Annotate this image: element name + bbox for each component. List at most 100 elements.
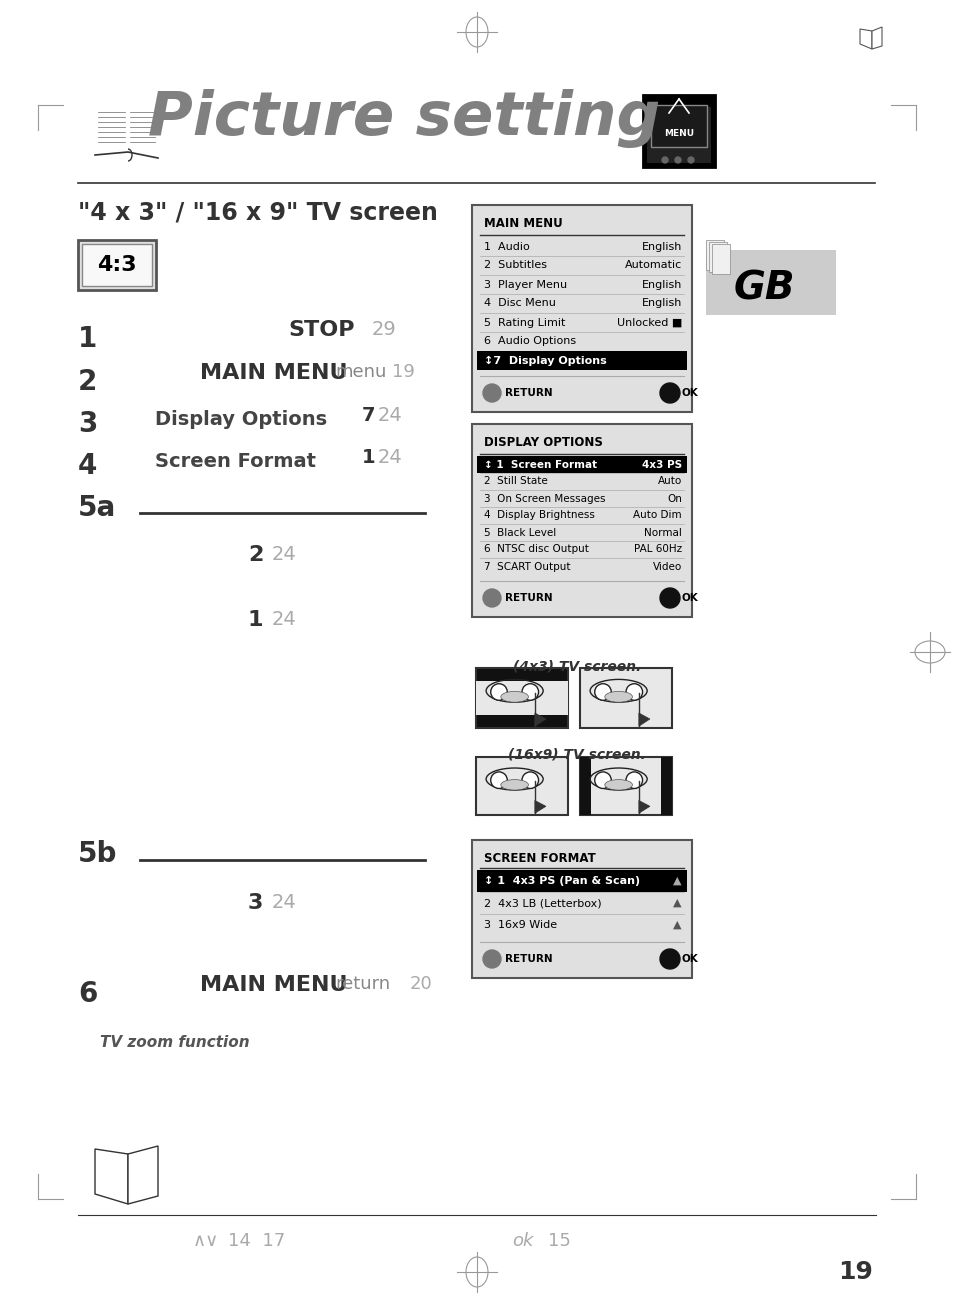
Text: STOP: STOP: [288, 319, 355, 340]
Text: 14  17: 14 17: [228, 1232, 285, 1251]
Circle shape: [594, 772, 611, 789]
Bar: [472, 424, 691, 617]
Text: GB: GB: [733, 270, 795, 308]
Text: TV zoom function: TV zoom function: [100, 1035, 250, 1050]
Text: 2  Subtitles: 2 Subtitles: [483, 261, 546, 270]
Text: 4:3: 4:3: [97, 256, 136, 275]
Bar: [642, 95, 714, 167]
Text: 20: 20: [410, 975, 433, 994]
Bar: [579, 758, 671, 815]
Text: MENU: MENU: [663, 129, 694, 137]
Text: 5b: 5b: [78, 840, 117, 868]
Polygon shape: [128, 1146, 158, 1204]
Circle shape: [482, 589, 500, 606]
Text: 7: 7: [361, 406, 375, 425]
Bar: [476, 758, 567, 815]
Text: RETURN: RETURN: [504, 955, 552, 964]
Text: OK: OK: [681, 955, 698, 964]
Circle shape: [675, 156, 680, 163]
Text: 19: 19: [392, 363, 415, 381]
Text: MAIN MENU: MAIN MENU: [200, 363, 347, 383]
Polygon shape: [535, 801, 545, 814]
Text: 19: 19: [837, 1260, 872, 1284]
Circle shape: [625, 683, 642, 700]
Text: On: On: [666, 493, 681, 503]
Circle shape: [521, 683, 538, 700]
Text: 6: 6: [78, 981, 97, 1008]
Text: 6  Audio Options: 6 Audio Options: [483, 336, 576, 347]
Text: DISPLAY OPTIONS: DISPLAY OPTIONS: [483, 436, 602, 449]
Bar: [476, 870, 686, 892]
Text: OK: OK: [681, 389, 698, 398]
Text: SCREEN FORMAT: SCREEN FORMAT: [483, 852, 595, 865]
Bar: [472, 205, 691, 412]
Text: Automatic: Automatic: [624, 261, 681, 270]
Bar: [579, 758, 590, 815]
Text: 3: 3: [78, 409, 97, 438]
Bar: [650, 106, 706, 147]
Text: (16x9) TV screen.: (16x9) TV screen.: [508, 748, 645, 762]
Text: 3  On Screen Messages: 3 On Screen Messages: [483, 493, 605, 503]
Text: Picture setting: Picture setting: [148, 89, 659, 147]
Ellipse shape: [500, 691, 528, 702]
Circle shape: [661, 156, 667, 163]
Bar: [476, 668, 567, 728]
Text: Unlocked ■: Unlocked ■: [616, 317, 681, 327]
Text: 3  16x9 Wide: 3 16x9 Wide: [483, 921, 557, 930]
Text: RETURN: RETURN: [504, 389, 552, 398]
Text: ↕7  Display Options: ↕7 Display Options: [483, 356, 606, 365]
Text: English: English: [641, 279, 681, 289]
Text: English: English: [641, 241, 681, 252]
Text: ▶: ▶: [489, 595, 495, 601]
Bar: [78, 240, 156, 289]
Text: 24: 24: [377, 449, 402, 467]
Bar: [476, 351, 686, 370]
Text: 1: 1: [78, 325, 97, 353]
Text: 3: 3: [248, 893, 263, 913]
Text: Video: Video: [652, 562, 681, 571]
Text: ▶: ▶: [489, 390, 495, 396]
Text: ∧∨: ∧∨: [193, 1232, 219, 1251]
Text: 2  4x3 LB (Letterbox): 2 4x3 LB (Letterbox): [483, 898, 601, 908]
Text: 4: 4: [78, 452, 97, 480]
Ellipse shape: [604, 691, 632, 702]
Bar: [705, 240, 723, 270]
Bar: [476, 681, 567, 715]
Text: 3  Player Menu: 3 Player Menu: [483, 279, 566, 289]
Text: 1: 1: [248, 610, 263, 630]
Text: 5a: 5a: [78, 494, 116, 522]
Text: 1  Audio: 1 Audio: [483, 241, 529, 252]
Text: 4x3 PS: 4x3 PS: [641, 459, 681, 469]
Bar: [476, 456, 686, 473]
Text: 2: 2: [248, 545, 263, 565]
Text: 4  Display Brightness: 4 Display Brightness: [483, 510, 595, 520]
Text: 6  NTSC disc Output: 6 NTSC disc Output: [483, 545, 588, 554]
Bar: [579, 668, 671, 728]
Bar: [472, 840, 691, 978]
Text: (4x3) TV screen.: (4x3) TV screen.: [513, 660, 640, 674]
Circle shape: [659, 949, 679, 969]
Text: ↕ 1  4x3 PS (Pan & Scan): ↕ 1 4x3 PS (Pan & Scan): [483, 876, 639, 885]
Circle shape: [482, 383, 500, 402]
Text: 5  Black Level: 5 Black Level: [483, 528, 556, 537]
Text: 1: 1: [361, 449, 375, 467]
Text: return: return: [335, 975, 390, 994]
Text: English: English: [641, 299, 681, 309]
Text: 24: 24: [272, 545, 296, 565]
Polygon shape: [95, 1149, 128, 1204]
Text: RETURN: RETURN: [504, 593, 552, 602]
Text: ↕ 1  Screen Format: ↕ 1 Screen Format: [483, 459, 597, 469]
Text: 2  Still State: 2 Still State: [483, 476, 547, 486]
Circle shape: [625, 772, 642, 789]
Text: 24: 24: [377, 406, 402, 425]
Text: 4  Disc Menu: 4 Disc Menu: [483, 299, 556, 309]
Bar: [708, 243, 726, 273]
Text: Display Options: Display Options: [154, 409, 327, 429]
Text: 15: 15: [547, 1232, 570, 1251]
Text: Auto: Auto: [657, 476, 681, 486]
Text: "4 x 3" / "16 x 9" TV screen: "4 x 3" / "16 x 9" TV screen: [78, 200, 437, 224]
Polygon shape: [535, 713, 545, 726]
Bar: [705, 250, 835, 316]
Text: 29: 29: [372, 319, 396, 339]
Polygon shape: [639, 713, 649, 726]
